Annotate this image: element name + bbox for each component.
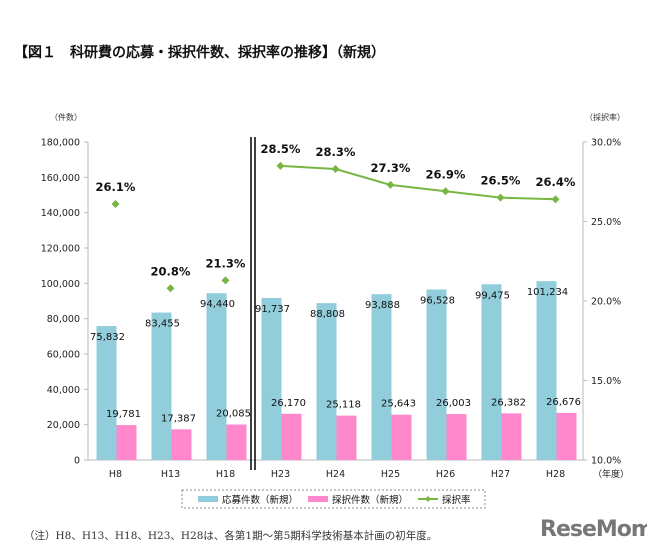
x-tick-label: H23 [271,469,290,480]
rate-label: 28.5% [261,142,301,156]
y-tick-label: 80,000 [47,314,80,325]
rate-line [280,164,556,201]
rate-label: 21.3% [206,256,246,270]
x-tick-label: H25 [381,469,400,480]
bar-label-applications: 88,808 [310,309,345,320]
rate-marker [221,276,230,285]
bar-applications [316,303,337,460]
bar-label-adoptions: 20,085 [216,409,251,420]
rate-label: 20.8% [151,264,191,278]
bar-adoptions [116,425,137,460]
x-tick-label: H18 [216,469,235,480]
rate-marker [111,200,120,209]
legend-label: 採択件数（新規） [332,494,408,506]
footnote: （注）H8、H13、H18、H23、H28は、各第1期～第5期科学技術基本計画の… [24,530,438,542]
bar-label-applications: 101,234 [527,287,568,298]
rate-marker [386,180,395,189]
y2-tick-label: 10.0% [591,456,621,467]
x-tick-label: H8 [109,469,122,480]
bar-adoptions [226,424,247,460]
legend-label: 応募件数（新規） [222,494,298,506]
rate-label: 27.3% [371,161,411,175]
x-tick-label: H26 [436,469,455,480]
rate-marker [441,187,450,196]
x-tick-label: H24 [326,469,345,480]
bar-applications [481,284,502,460]
legend-swatch-applications [198,496,218,502]
y2-tick-label: 20.0% [591,297,621,308]
rate-label: 26.4% [536,175,576,189]
bar-adoptions [501,413,522,460]
bar-adoptions [556,412,577,460]
bar-label-applications: 94,440 [200,299,235,310]
bar-label-applications: 83,455 [145,319,180,330]
x-tick-label: H13 [161,469,180,480]
y2-axis-label: （採択率） [585,112,625,122]
legend-swatch-adoptions [308,496,328,502]
bar-adoptions [446,414,467,460]
figure-title: 【図１ 科研費の応募・採択件数、採択率の推移】（新規） [14,45,385,61]
bar-label-adoptions: 25,118 [326,400,361,411]
bar-label-adoptions: 17,387 [161,413,196,424]
rate-marker [276,161,285,170]
y-axis-label: （件数） [50,112,82,122]
y-tick-label: 180,000 [41,138,80,149]
logo: ReseMom [540,517,647,542]
y-tick-label: 60,000 [47,350,80,361]
bar-label-adoptions: 19,781 [106,409,141,420]
rate-marker [331,165,340,174]
bar-applications [536,281,557,460]
y-tick-label: 0 [74,456,80,467]
bar-label-applications: 96,528 [420,295,455,306]
rate-label: 28.3% [316,145,356,159]
bar-applications [426,289,447,460]
rate-marker [551,195,560,204]
y2-tick-label: 25.0% [591,217,621,228]
bar-applications [371,294,392,460]
bar-adoptions [171,429,192,460]
bar-adoptions [281,413,302,460]
rate-marker [496,193,505,202]
rate-marker [166,284,175,293]
bar-applications [151,312,172,460]
y-tick-label: 140,000 [41,208,80,219]
y2-tick-label: 30.0% [591,138,621,149]
bar-adoptions [391,414,412,460]
x-tick-label: H28 [546,469,565,480]
y-tick-label: 40,000 [47,385,80,396]
legend-marker-rate [425,496,431,502]
bar-label-applications: 93,888 [365,300,400,311]
bar-applications [261,297,282,460]
y2-tick-label: 15.0% [591,376,621,387]
bar-label-applications: 99,475 [475,290,510,301]
legend-label: 採択率 [442,494,471,506]
y-tick-label: 120,000 [41,244,80,255]
legend [181,489,486,509]
bar-label-adoptions: 26,003 [436,398,471,409]
bar-label-applications: 75,832 [90,332,125,343]
bar-label-adoptions: 26,170 [271,398,306,409]
bar-label-adoptions: 26,382 [491,397,526,408]
bar-label-applications: 91,737 [255,304,290,315]
x-axis-label: （年度） [593,468,629,480]
bar-adoptions [336,415,357,460]
rate-label: 26.5% [481,174,521,188]
rate-label: 26.9% [426,167,466,181]
bar-label-adoptions: 25,643 [381,399,416,410]
x-tick-label: H27 [491,469,510,480]
bar-label-adoptions: 26,676 [546,397,581,408]
bar-applications [206,293,227,460]
y-tick-label: 100,000 [41,279,80,290]
bar-applications [96,326,117,460]
y-tick-label: 20,000 [47,420,80,431]
rate-label: 26.1% [96,180,136,194]
y-tick-label: 160,000 [41,173,80,184]
chart: 0 20,000 40,000 60,000 80,000 100,000 120,000 1… [41,112,629,509]
